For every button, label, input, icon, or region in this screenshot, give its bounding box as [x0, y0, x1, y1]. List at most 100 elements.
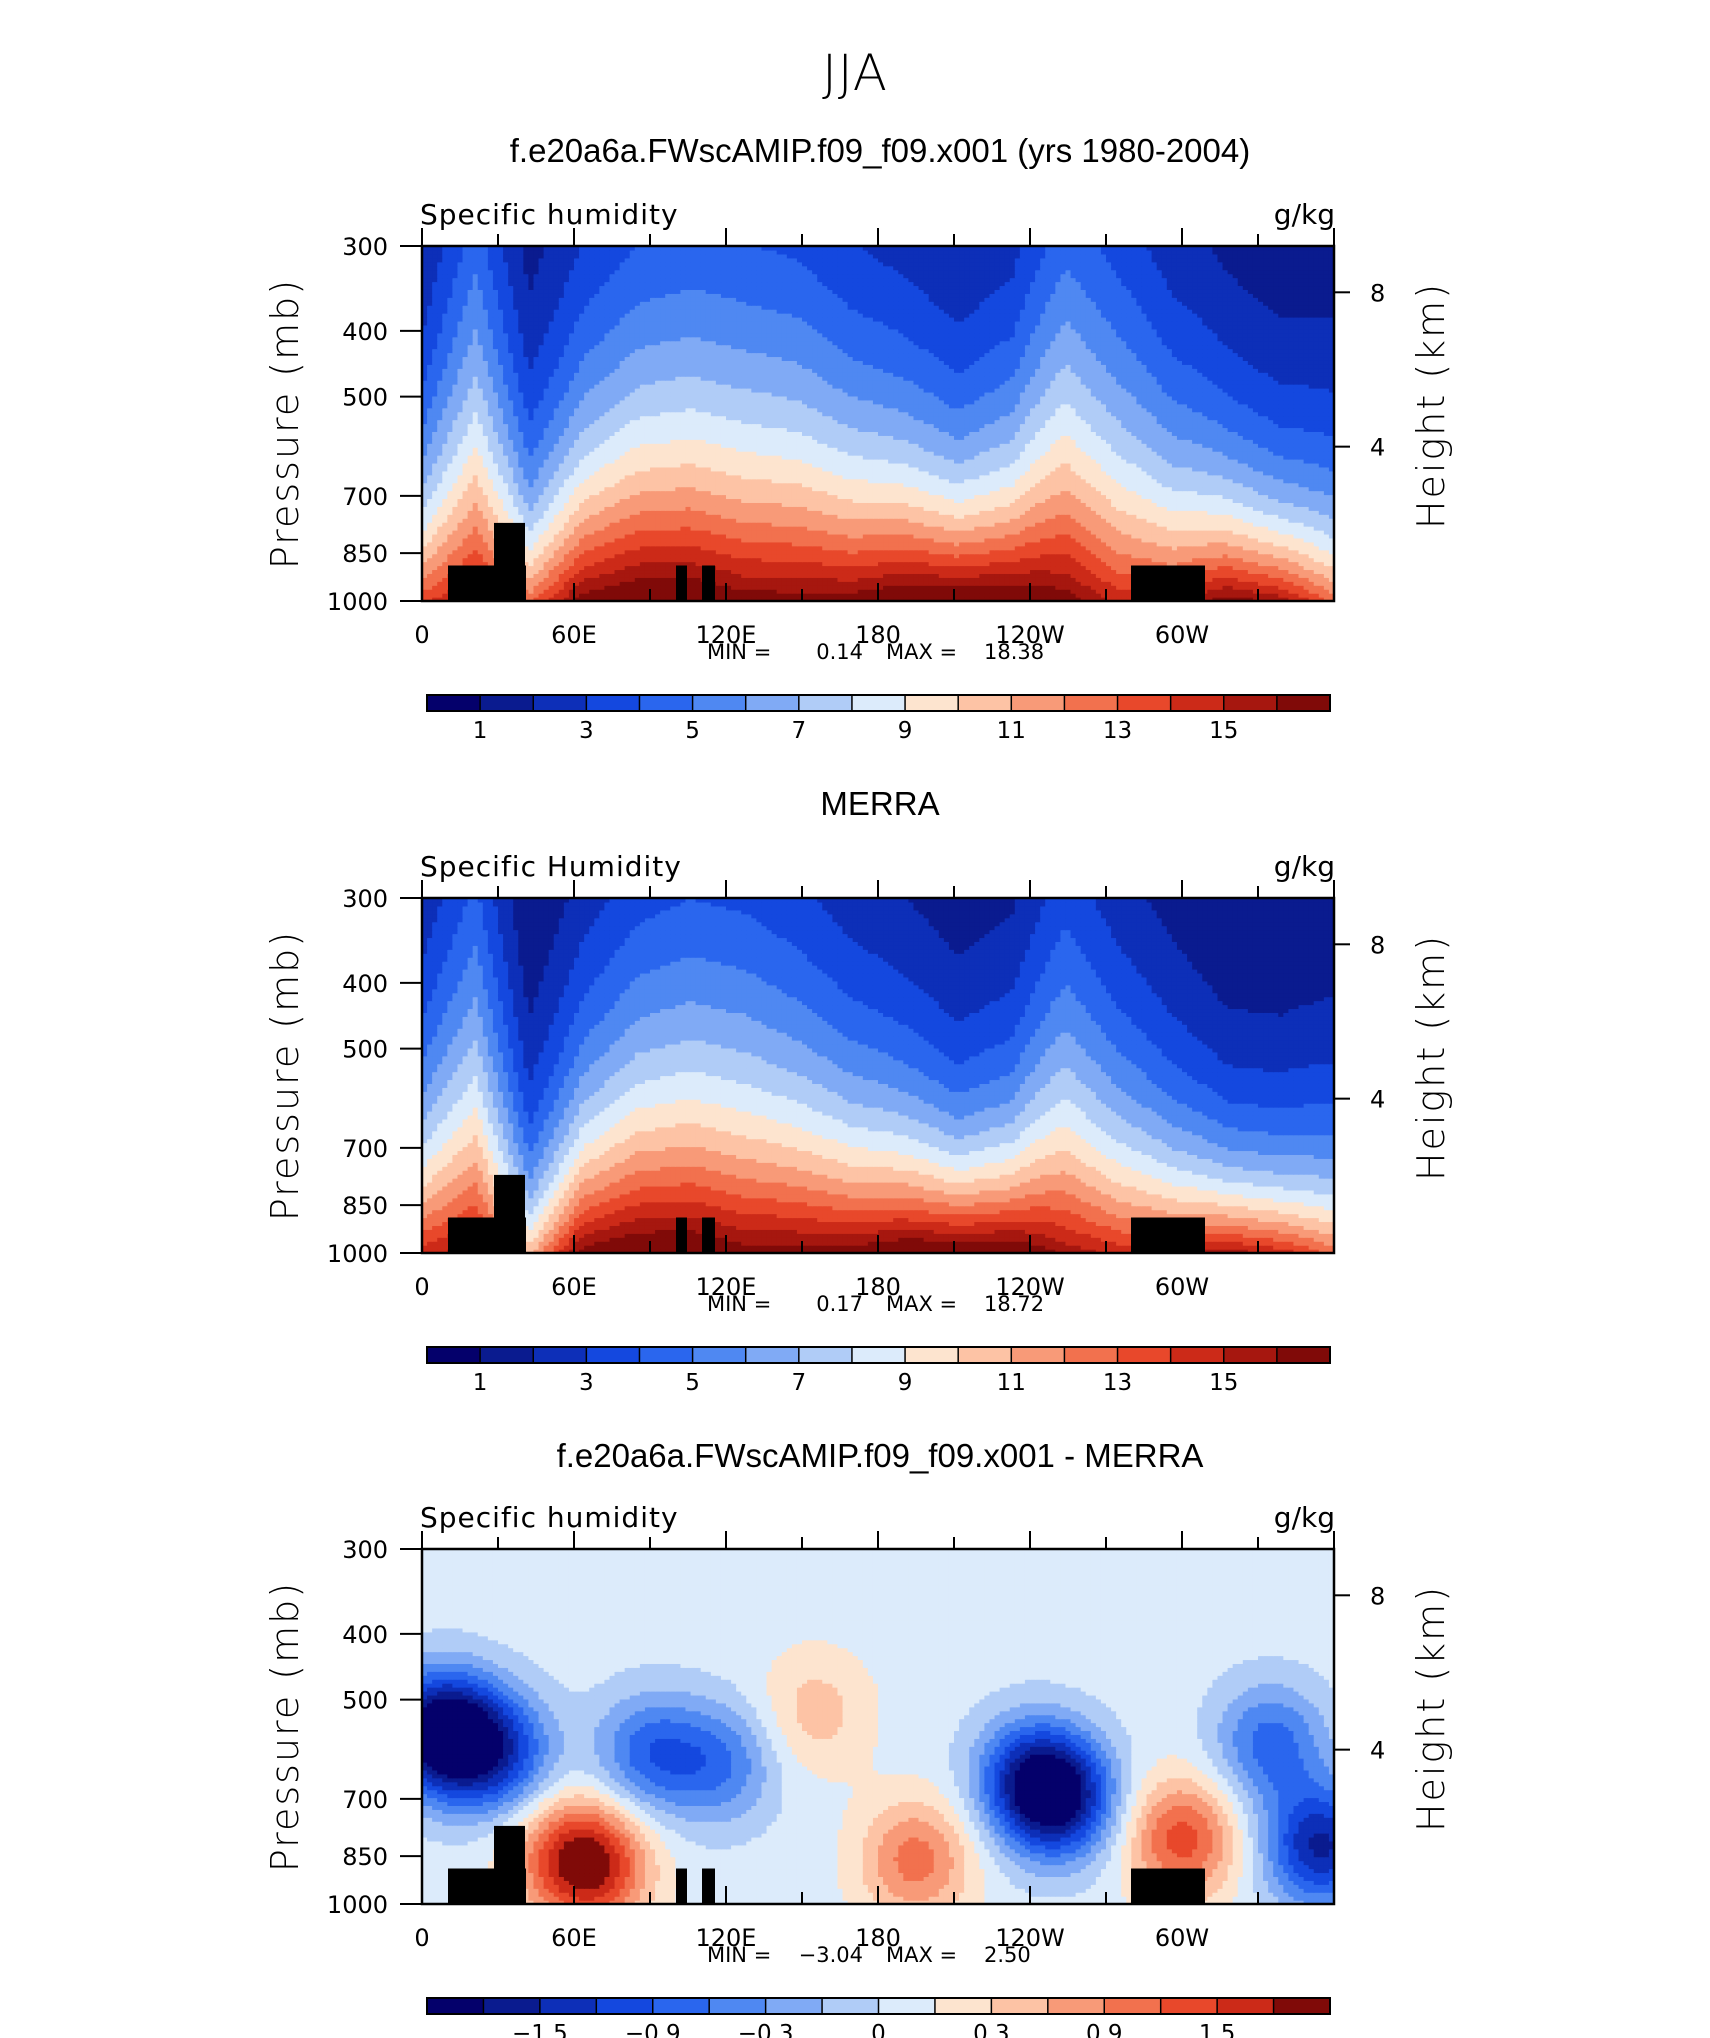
colorbar-swatch — [692, 1347, 747, 1363]
colorbar-swatch — [765, 1998, 823, 2014]
colorbar-swatch — [427, 1347, 481, 1363]
topography-mask — [709, 1217, 715, 1254]
height-tick-label: 4 — [1370, 434, 1385, 462]
colorbar-label: 5 — [685, 1370, 700, 1396]
min-value: −3.04 — [799, 1943, 863, 1967]
pressure-tick-label: 700 — [342, 483, 388, 511]
colorbar-swatch — [1104, 1998, 1162, 2014]
colorbar-swatch — [991, 1998, 1049, 2014]
pressure-tick-label: 300 — [342, 1536, 388, 1564]
units-label: g/kg — [1274, 198, 1335, 231]
min-value: 0.17 — [816, 1292, 863, 1316]
colorbar-label: 15 — [1209, 718, 1238, 744]
longitude-tick-label: 60W — [1155, 1924, 1209, 1952]
longitude-tick-label: 60E — [551, 621, 597, 649]
topography-mask — [494, 1825, 525, 1905]
topography-mask — [702, 1217, 710, 1254]
colorbar-swatch — [798, 695, 853, 711]
colorbar-frame — [426, 1346, 1331, 1364]
colorbar-swatch — [533, 695, 587, 711]
pressure-tick-label: 700 — [342, 1786, 388, 1814]
pressure-tick-label: 500 — [342, 1687, 388, 1715]
pressure-tick-label: 850 — [342, 540, 388, 568]
max-label: MAX = — [886, 1292, 957, 1316]
panel-2: 300 400 500 700 850 1000 8 4 0 60E 120E 180 120W 60W P… — [263, 850, 1453, 1396]
colorbar-swatch — [1276, 695, 1331, 711]
min-label: MIN = — [707, 1943, 771, 1967]
variable-label: Specific humidity — [420, 1501, 679, 1534]
panel-3: 300 400 500 700 850 1000 8 4 0 60E 120E 180 120W 60W P… — [263, 1501, 1453, 2038]
colorbar-swatch — [851, 1347, 906, 1363]
pressure-tick-label: 300 — [342, 885, 388, 913]
pressure-tick-label: 850 — [342, 1843, 388, 1871]
pressure-tick-label: 400 — [342, 970, 388, 998]
y-axis-title-height: Height (km) — [1409, 1585, 1453, 1832]
colorbar-label: 5 — [685, 718, 700, 744]
topography-mask — [676, 565, 687, 602]
topography-mask — [494, 522, 525, 602]
colorbar-swatch — [1064, 695, 1119, 711]
topography-mask — [702, 565, 710, 602]
units-label: g/kg — [1274, 1501, 1335, 1534]
colorbar-label: 0 — [871, 2021, 886, 2038]
topography-mask — [709, 1868, 715, 1905]
colorbar-swatch — [1047, 1998, 1105, 2014]
contour-field — [422, 898, 1334, 1253]
variable-label: Specific humidity — [420, 198, 679, 231]
colorbar-label: 11 — [997, 1370, 1026, 1396]
colorbar-swatch — [905, 695, 959, 711]
colorbar-frame — [426, 1997, 1331, 2015]
panel-1: 300 400 500 700 850 1000 8 4 0 60E 120E 180 120W 60W P… — [263, 198, 1453, 744]
colorbar-label: 0.3 — [973, 2021, 1010, 2038]
colorbar-swatch — [878, 1998, 936, 2014]
colorbar-swatch — [480, 695, 534, 711]
colorbar-label: 3 — [579, 718, 594, 744]
colorbar-label: 9 — [898, 718, 913, 744]
colorbar-swatch — [745, 695, 800, 711]
colorbar-swatch — [1011, 1347, 1065, 1363]
max-value: 2.50 — [984, 1943, 1031, 1967]
longitude-tick-label: 180 — [855, 1924, 901, 1952]
colorbar-swatch — [798, 1347, 853, 1363]
colorbar-label: 1.5 — [1199, 2021, 1236, 2038]
colorbar-swatch — [1217, 1998, 1275, 2014]
pressure-tick-label: 1000 — [327, 1240, 388, 1268]
colorbar-label: 0.9 — [1086, 2021, 1123, 2038]
longitude-tick-label: 120W — [995, 621, 1065, 649]
colorbar-swatch — [958, 1347, 1012, 1363]
colorbar-swatch — [1064, 1347, 1119, 1363]
colorbar-swatch — [1160, 1998, 1218, 2014]
colorbar-swatch — [1170, 695, 1225, 711]
colorbar-swatch — [483, 1998, 541, 2014]
colorbar-label: 1 — [473, 1370, 488, 1396]
colorbar-swatch — [1273, 1998, 1331, 2014]
colorbar-label: 15 — [1209, 1370, 1238, 1396]
height-tick-label: 4 — [1370, 1737, 1385, 1765]
colorbar-swatch — [709, 1998, 767, 2014]
panel-1-title: f.e20a6a.FWscAMIP.f09_f09.x001 (yrs 1980… — [0, 132, 1710, 170]
colorbar-swatch — [1011, 695, 1065, 711]
colorbar-swatch — [851, 695, 906, 711]
longitude-tick-label: 60W — [1155, 621, 1209, 649]
min-value: 0.14 — [816, 640, 863, 664]
colorbar-swatch — [596, 1998, 654, 2014]
colorbar-label: 1 — [473, 718, 488, 744]
longitude-tick-label: 120E — [696, 1273, 757, 1301]
longitude-tick-label: 60E — [551, 1924, 597, 1952]
panel-3-title: f.e20a6a.FWscAMIP.f09_f09.x001 - MERRA — [0, 1437, 1710, 1475]
longitude-tick-label: 120W — [995, 1273, 1065, 1301]
colorbar-swatch — [639, 1347, 694, 1363]
colorbar-swatch — [1170, 1347, 1225, 1363]
height-tick-label: 8 — [1370, 1582, 1385, 1610]
topography-mask — [702, 1868, 710, 1905]
colorbar-swatch — [745, 1347, 800, 1363]
longitude-tick-label: 120E — [696, 621, 757, 649]
longitude-tick-label: 60E — [551, 1273, 597, 1301]
pressure-tick-label: 700 — [342, 1135, 388, 1163]
colorbar-swatch — [1117, 1347, 1172, 1363]
variable-label: Specific Humidity — [420, 850, 682, 883]
longitude-tick-label: 60W — [1155, 1273, 1209, 1301]
colorbar-swatch — [586, 695, 640, 711]
y-axis-title-pressure: Pressure (mb) — [263, 278, 307, 569]
colorbar-frame — [426, 694, 1331, 712]
